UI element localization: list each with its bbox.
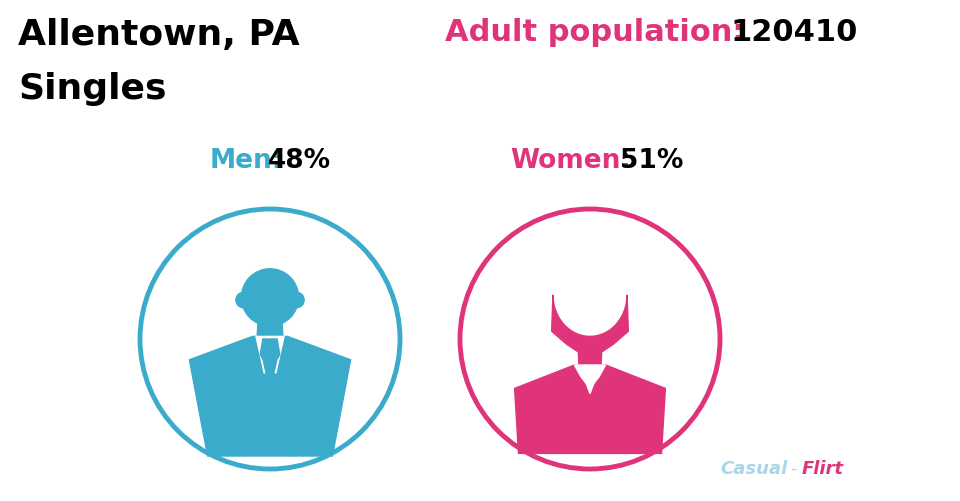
Circle shape <box>289 293 304 308</box>
Polygon shape <box>574 365 606 389</box>
Polygon shape <box>189 337 350 456</box>
Text: Women:: Women: <box>510 148 631 174</box>
Polygon shape <box>260 339 279 391</box>
Text: Casual: Casual <box>720 459 787 477</box>
Circle shape <box>241 269 299 326</box>
Circle shape <box>236 293 252 308</box>
Text: Flirt: Flirt <box>802 459 844 477</box>
Text: Adult population:: Adult population: <box>445 18 745 47</box>
Polygon shape <box>552 295 629 365</box>
Polygon shape <box>586 382 594 394</box>
Polygon shape <box>257 318 283 337</box>
Text: -: - <box>790 459 797 477</box>
Polygon shape <box>515 365 665 453</box>
Text: 120410: 120410 <box>730 18 857 47</box>
Text: Men:: Men: <box>210 148 283 174</box>
Text: 48%: 48% <box>268 148 331 174</box>
Text: Singles: Singles <box>18 72 166 106</box>
Text: 51%: 51% <box>620 148 684 174</box>
Polygon shape <box>256 337 284 373</box>
Text: Allentown, PA: Allentown, PA <box>18 18 300 52</box>
